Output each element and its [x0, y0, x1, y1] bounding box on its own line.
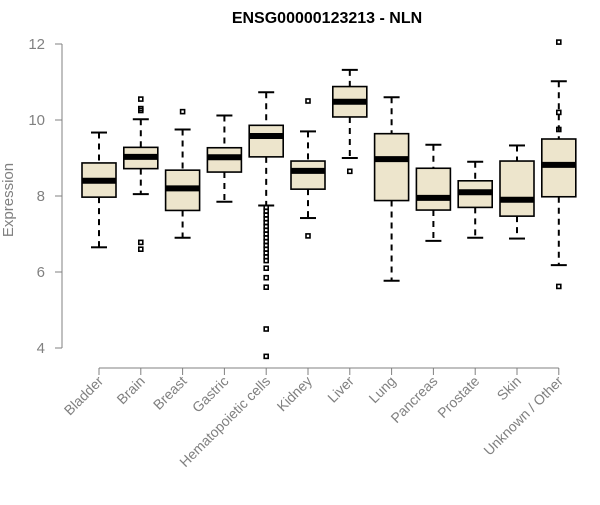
- outlier-point: [305, 233, 311, 239]
- box-group: [290, 98, 326, 239]
- outlier-point: [555, 126, 562, 133]
- box-group: [81, 131, 117, 249]
- box: [373, 132, 410, 202]
- y-tick-label: 4: [37, 340, 45, 357]
- x-tick-label: Kidney: [274, 373, 316, 415]
- x-tick-label: Prostate: [434, 373, 482, 421]
- box-group: [248, 91, 284, 360]
- box-group: [415, 143, 452, 242]
- y-tick-label: 6: [37, 264, 45, 281]
- outlier-point: [555, 109, 562, 116]
- x-tick-label: Unknown / Other: [480, 373, 566, 459]
- box-group: [373, 96, 410, 282]
- x-tick-label: Liver: [324, 373, 357, 406]
- box-group: [457, 160, 494, 239]
- outlier-point: [138, 107, 144, 114]
- x-tick-label: Skin: [494, 373, 525, 404]
- x-tick-label: Bladder: [61, 373, 107, 419]
- box-group: [123, 96, 159, 252]
- box: [499, 160, 535, 217]
- x-tick-label: Breast: [150, 373, 190, 413]
- outlier-point: [263, 274, 270, 281]
- box: [540, 138, 577, 198]
- outlier-point: [263, 326, 270, 332]
- outlier-point: [346, 168, 353, 175]
- outlier-point: [305, 98, 311, 104]
- y-tick-label: 12: [28, 36, 45, 53]
- outlier-point: [555, 283, 562, 290]
- box-group: [540, 39, 577, 290]
- outlier-point: [138, 239, 144, 246]
- outlier-point: [138, 96, 144, 102]
- outlier-point: [138, 246, 144, 252]
- y-tick-label: 8: [37, 188, 45, 205]
- outlier-point: [263, 265, 270, 272]
- chart-title: ENSG00000123213 - NLN: [232, 10, 422, 27]
- outlier-point: [555, 39, 562, 45]
- y-axis: 4 6 8 10 12: [28, 36, 63, 357]
- box-group: [331, 68, 368, 175]
- box-group: [164, 108, 201, 239]
- x-tick-label: Brain: [113, 373, 147, 407]
- boxplot-series: [81, 39, 577, 360]
- outlier-point: [263, 257, 270, 264]
- y-tick-label: 10: [28, 112, 45, 129]
- outlier-point: [179, 108, 186, 115]
- box-group: [499, 144, 535, 240]
- outlier-point: [263, 284, 270, 291]
- box: [248, 124, 284, 158]
- y-axis-label: Expression: [0, 163, 17, 237]
- x-tick-label: Lung: [365, 373, 398, 406]
- box-group: [206, 114, 243, 203]
- outlier-point: [263, 353, 270, 360]
- box: [415, 167, 452, 211]
- box: [290, 160, 326, 190]
